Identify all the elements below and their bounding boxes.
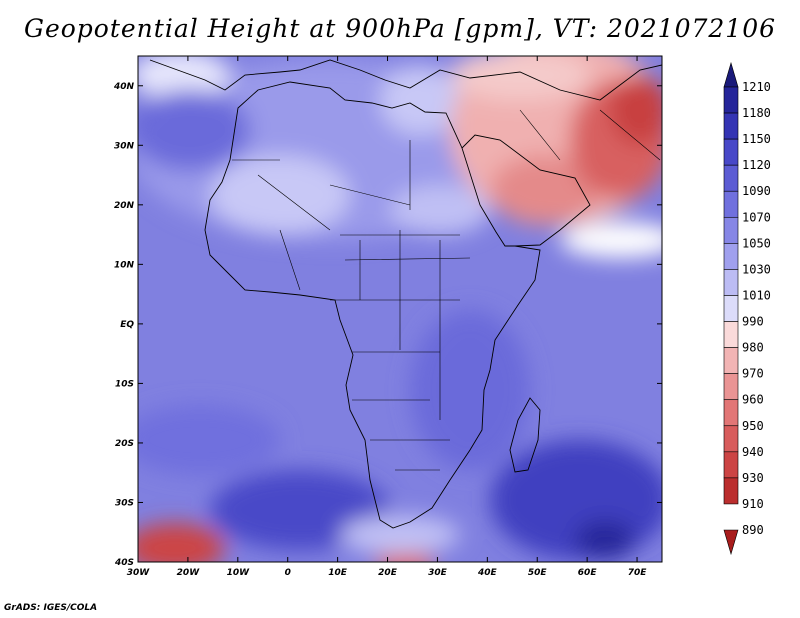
x-tick-label: 30W (127, 568, 151, 578)
colorbar-label: 1150 (742, 132, 771, 146)
x-tick-label: 20E (378, 568, 398, 578)
footer-credit: GrADS: IGES/COLA (4, 603, 98, 613)
y-axis: 40N 30N 20N 10N EQ 10S 20S 30S 40S (113, 82, 662, 568)
y-tick-label: 40S (114, 558, 134, 568)
europe-coastline (149, 59, 662, 101)
x-tick-label: 70E (628, 568, 648, 578)
colorbar-arrow-top (723, 61, 739, 88)
y-tick-label: 30N (114, 141, 135, 151)
colorbar-swatch (723, 269, 739, 296)
y-tick-label: 10N (114, 260, 135, 270)
colorbar-label: 940 (742, 445, 764, 459)
x-tick-label: 20W (177, 568, 201, 578)
colorbar-label: 910 (742, 497, 764, 511)
x-axis: 30W 20W 10W 0 10E 20E 30E 40E 50E 60E 70E (127, 56, 647, 578)
colorbar-label: 1120 (742, 158, 771, 172)
y-tick-label: 20S (115, 439, 134, 449)
map-title: Geopotential Height at 900hPa [gpm], VT:… (23, 14, 777, 43)
x-tick-label: 40E (477, 568, 498, 578)
colorbar-swatch (723, 399, 739, 427)
colorbar-label: 990 (742, 315, 764, 329)
colorbar-swatch (723, 86, 739, 114)
arabia-coastline (461, 134, 591, 247)
colorbar-swatch (723, 295, 739, 322)
y-tick-label: 20N (114, 201, 135, 211)
x-tick-label: 0 (285, 568, 291, 578)
colorbar-swatch (723, 451, 739, 479)
colorbar-label: 890 (742, 523, 764, 537)
colorbar-label: 1090 (742, 184, 771, 198)
coastlines (149, 59, 662, 529)
colorbar-label: 1050 (742, 236, 771, 250)
colorbar-swatch (723, 373, 739, 401)
colorbar-label: 950 (742, 419, 764, 433)
colorbar-label: 960 (742, 393, 764, 407)
borders (232, 109, 661, 471)
colorbar-swatch (723, 321, 739, 348)
colorbar: 1210 1180 1150 1120 1090 1070 1050 1030 1010 990 9… (723, 61, 771, 556)
colorbar-label: 1010 (742, 288, 771, 302)
y-tick-label: 30S (115, 498, 134, 508)
colorbar-swatch (723, 190, 739, 218)
madagascar-coastline (509, 397, 541, 473)
y-tick-label: 10S (115, 379, 134, 389)
colorbar-label: 1180 (742, 106, 771, 120)
x-tick-label: 10E (328, 568, 348, 578)
x-tick-label: 50E (528, 568, 548, 578)
colorbar-arrow-bottom (723, 529, 739, 556)
colorbar-swatch (723, 477, 739, 505)
colorbar-label: 930 (742, 471, 764, 485)
x-tick-label: 60E (578, 568, 598, 578)
colorbar-label: 1210 (742, 80, 771, 94)
y-tick-label: 40N (113, 82, 135, 92)
colorbar-swatch (723, 138, 739, 166)
colorbar-swatch (723, 216, 739, 244)
x-tick-label: 30E (428, 568, 448, 578)
africa-coastline (204, 81, 541, 529)
plot-frame (137, 55, 663, 563)
y-tick-label: EQ (120, 320, 134, 330)
colorbar-label: 970 (742, 367, 764, 381)
colorbar-swatch (723, 112, 739, 140)
colorbar-swatch (723, 425, 739, 453)
colorbar-label: 980 (742, 341, 764, 355)
x-tick-label: 10W (227, 568, 251, 578)
colorbar-swatch (723, 164, 739, 192)
colorbar-label: 1070 (742, 210, 771, 224)
colorbar-swatch (723, 243, 739, 270)
colorbar-label: 1030 (742, 262, 771, 276)
colorbar-swatch (723, 347, 739, 374)
